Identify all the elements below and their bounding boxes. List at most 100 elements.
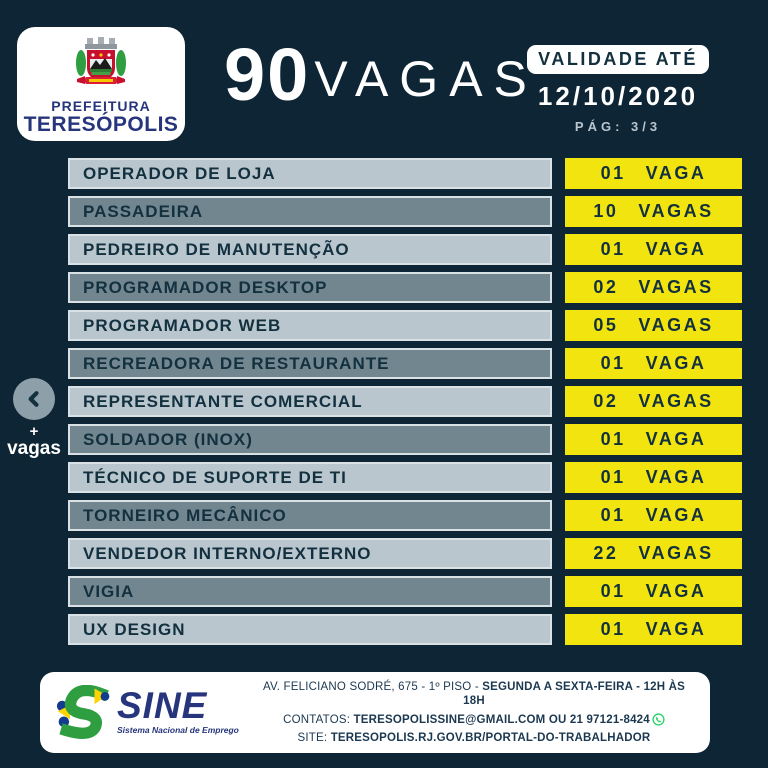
vacancy-unit: VAGA xyxy=(645,353,707,373)
vacancy-count: 01 xyxy=(600,619,626,639)
job-row: PROGRAMADOR WEB 05 VAGAS xyxy=(68,310,742,341)
job-title: PROGRAMADOR DESKTOP xyxy=(83,277,328,297)
sine-logo: SINE Sistema Nacional de Emprego xyxy=(56,684,242,741)
teresopolis-label: TERESÓPOLIS xyxy=(23,113,179,136)
vacancy-unit: VAGA xyxy=(645,239,707,259)
address-label: AV. FELICIANO SODRÉ, 675 - 1º PISO - xyxy=(262,680,483,693)
vacancy-unit: VAGA xyxy=(645,619,707,639)
sine-logo-mark-icon xyxy=(56,684,110,739)
job-title-bar: VIGIA xyxy=(68,576,552,607)
job-title: UX DESIGN xyxy=(83,619,186,639)
job-title: PASSADEIRA xyxy=(83,201,204,221)
page-indicator: PÁG: 3/3 xyxy=(574,119,662,134)
more-vacancies-nav: + vagas xyxy=(0,378,68,459)
job-list: OPERADOR DE LOJA 01 VAGA PASSADEIRA 10 V… xyxy=(68,158,742,652)
prefeitura-logo-card: PREFEITURA TERESÓPOLIS xyxy=(17,27,185,141)
vacancy-count-title: 90 VAGAS xyxy=(224,38,538,112)
job-row: UX DESIGN 01 VAGA xyxy=(68,614,742,645)
total-vacancies-label: VAGAS xyxy=(314,51,538,107)
job-vacancy-badge: 01 VAGA xyxy=(565,614,742,645)
job-row: PEDREIRO DE MANUTENÇÃO 01 VAGA xyxy=(68,234,742,265)
vacancy-count: 05 xyxy=(593,315,619,335)
vacancy-count: 01 xyxy=(600,581,626,601)
job-row: REPRESENTANTE COMERCIAL 02 VAGAS xyxy=(68,386,742,417)
vagas-label: vagas xyxy=(7,438,61,459)
job-row: TORNEIRO MECÂNICO 01 VAGA xyxy=(68,500,742,531)
footer-card: SINE Sistema Nacional de Emprego AV. FEL… xyxy=(40,672,710,753)
job-vacancy-badge: 10 VAGAS xyxy=(565,196,742,227)
address-hours: SEGUNDA A SEXTA-FEIRA - 12H ÀS 18H xyxy=(463,680,686,708)
vacancy-unit: VAGA xyxy=(645,467,707,487)
site-line: SITE: TERESOPOLIS.RJ.GOV.BR/PORTAL-DO-TR… xyxy=(252,731,696,745)
sine-name: SINE xyxy=(117,685,208,727)
sine-subtitle: Sistema Nacional de Emprego xyxy=(117,724,239,735)
job-title: RECREADORA DE RESTAURANTE xyxy=(83,353,390,373)
job-vacancy-badge: 02 VAGAS xyxy=(565,272,742,303)
job-vacancy-badge: 01 VAGA xyxy=(565,462,742,493)
job-title: PEDREIRO DE MANUTENÇÃO xyxy=(83,239,350,259)
job-title-bar: TÉCNICO DE SUPORTE DE TI xyxy=(68,462,552,493)
vacancy-unit: VAGA xyxy=(645,581,707,601)
plus-label: + xyxy=(29,423,39,440)
vacancy-count: 01 xyxy=(600,353,626,373)
job-title-bar: OPERADOR DE LOJA xyxy=(68,158,552,189)
site-value: TERESOPOLIS.RJ.GOV.BR/PORTAL-DO-TRABALHA… xyxy=(330,731,651,744)
vacancy-unit: VAGAS xyxy=(638,391,714,411)
vacancy-unit: VAGA xyxy=(645,505,707,525)
job-title: TORNEIRO MECÂNICO xyxy=(83,505,287,525)
vacancy-unit: VAGA xyxy=(645,163,707,183)
job-row: PROGRAMADOR DESKTOP 02 VAGAS xyxy=(68,272,742,303)
job-vacancy-badge: 22 VAGAS xyxy=(565,538,742,569)
vacancy-count: 01 xyxy=(600,429,626,449)
job-vacancy-badge: 02 VAGAS xyxy=(565,386,742,417)
job-title-bar: VENDEDOR INTERNO/EXTERNO xyxy=(68,538,552,569)
prefeitura-label: PREFEITURA xyxy=(51,98,151,114)
job-title: VIGIA xyxy=(83,581,135,601)
vacancy-count: 01 xyxy=(600,505,626,525)
previous-page-button[interactable] xyxy=(13,378,55,420)
job-vacancy-badge: 05 VAGAS xyxy=(565,310,742,341)
validity-block: VALIDADE ATÉ 12/10/2020 PÁG: 3/3 xyxy=(527,45,709,134)
contacts-label: CONTATOS: xyxy=(283,713,354,726)
vacancy-unit: VAGAS xyxy=(638,201,714,221)
vacancy-unit: VAGAS xyxy=(638,543,714,563)
job-vacancy-badge: 01 VAGA xyxy=(565,348,742,379)
job-row: SOLDADOR (INOX) 01 VAGA xyxy=(68,424,742,455)
job-title-bar: TORNEIRO MECÂNICO xyxy=(68,500,552,531)
vacancy-count: 02 xyxy=(593,277,619,297)
vacancy-unit: VAGAS xyxy=(638,277,714,297)
job-title-bar: PASSADEIRA xyxy=(68,196,552,227)
chevron-left-icon xyxy=(28,391,39,407)
vacancy-count: 22 xyxy=(593,543,619,563)
total-vacancies-number: 90 xyxy=(224,33,311,116)
vacancy-count: 01 xyxy=(600,467,626,487)
sine-wordmark: SINE Sistema Nacional de Emprego xyxy=(117,685,239,735)
job-row: VENDEDOR INTERNO/EXTERNO 22 VAGAS xyxy=(68,538,742,569)
job-vacancy-badge: 01 VAGA xyxy=(565,500,742,531)
job-row: OPERADOR DE LOJA 01 VAGA xyxy=(68,158,742,189)
vacancy-count: 10 xyxy=(593,201,619,221)
job-title-bar: PROGRAMADOR DESKTOP xyxy=(68,272,552,303)
vacancy-unit: VAGA xyxy=(645,429,707,449)
vacancy-count: 01 xyxy=(600,163,626,183)
job-title: OPERADOR DE LOJA xyxy=(83,163,276,183)
contacts-line: CONTATOS: TERESOPOLISSINE@GMAIL.COM OU 2… xyxy=(252,712,696,727)
job-vacancy-badge: 01 VAGA xyxy=(565,158,742,189)
job-title: SOLDADOR (INOX) xyxy=(83,429,253,449)
job-title: REPRESENTANTE COMERCIAL xyxy=(83,391,363,411)
job-title: PROGRAMADOR WEB xyxy=(83,315,282,335)
job-row: TÉCNICO DE SUPORTE DE TI 01 VAGA xyxy=(68,462,742,493)
contacts-value: TERESOPOLISSINE@GMAIL.COM OU 21 97121-84… xyxy=(353,713,650,726)
job-title: TÉCNICO DE SUPORTE DE TI xyxy=(83,467,347,487)
job-title: VENDEDOR INTERNO/EXTERNO xyxy=(83,543,372,563)
validity-label-pill: VALIDADE ATÉ xyxy=(527,45,709,74)
whatsapp-icon xyxy=(652,712,665,726)
address-line: AV. FELICIANO SODRÉ, 675 - 1º PISO - SEG… xyxy=(252,680,696,709)
job-row: RECREADORA DE RESTAURANTE 01 VAGA xyxy=(68,348,742,379)
vacancy-count: 01 xyxy=(600,239,626,259)
vacancy-count: 02 xyxy=(593,391,619,411)
job-vacancy-badge: 01 VAGA xyxy=(565,576,742,607)
job-title-bar: REPRESENTANTE COMERCIAL xyxy=(68,386,552,417)
job-row: VIGIA 01 VAGA xyxy=(68,576,742,607)
